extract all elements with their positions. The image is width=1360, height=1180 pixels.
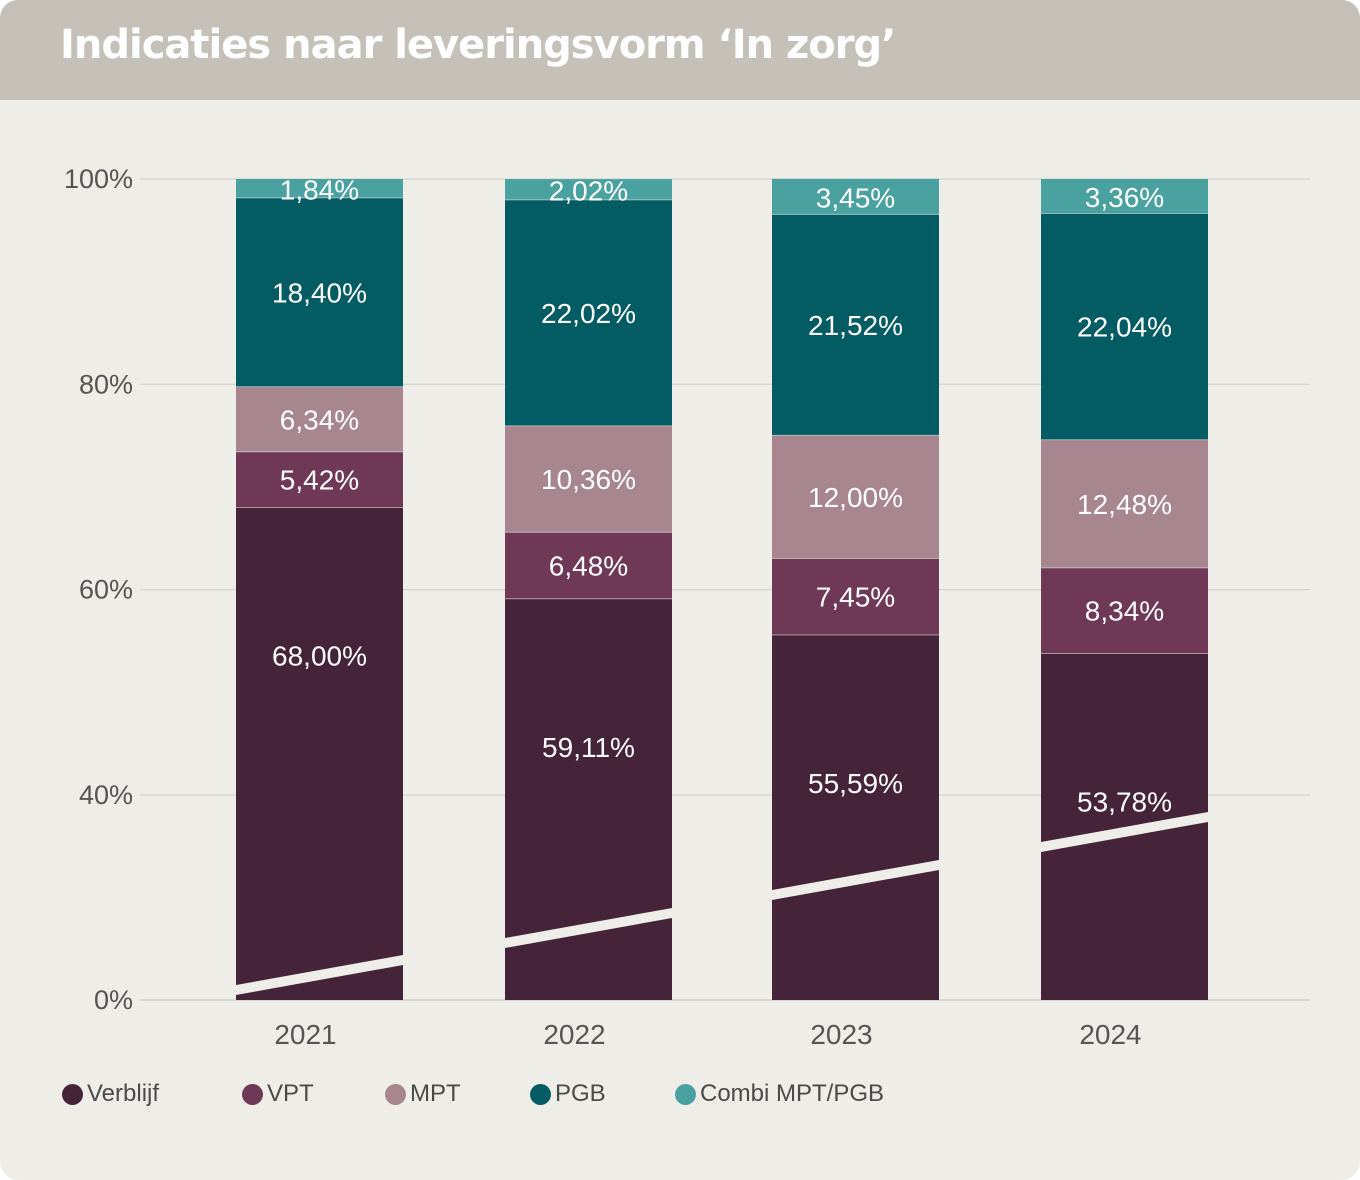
bar-segment	[772, 558, 939, 635]
y-tick-label: 0%	[94, 985, 133, 1015]
bar-segment	[1041, 213, 1208, 440]
data-label: 6,48%	[549, 551, 628, 582]
data-label: 55,59%	[808, 768, 903, 799]
data-label: 2,02%	[549, 175, 628, 206]
legend-swatch	[385, 1083, 406, 1105]
axis-break-stripe	[1041, 812, 1208, 852]
bar-segment	[236, 197, 403, 387]
y-tick-label: 40%	[79, 780, 133, 810]
bar-segment	[505, 179, 672, 200]
axis-break-stripe	[505, 908, 672, 948]
y-tick-label: 80%	[79, 369, 133, 399]
legend-swatch	[242, 1083, 263, 1105]
legend-label: Verblijf	[87, 1080, 160, 1107]
data-label: 10,36%	[541, 464, 636, 495]
data-label: 53,78%	[1077, 787, 1172, 818]
legend-item: VPT	[242, 1079, 314, 1109]
bar-segment	[1041, 653, 1208, 1000]
x-tick-label: 2021	[274, 1019, 336, 1050]
legend-item: Verblijf	[62, 1079, 159, 1109]
legend-swatch	[530, 1083, 551, 1105]
legend-swatch	[62, 1083, 83, 1105]
bar-segment	[772, 178, 939, 215]
legend-label: VPT	[267, 1080, 314, 1107]
data-label: 68,00%	[272, 641, 367, 672]
chart-title: Indicaties naar leveringsvorm ‘In zorg’	[60, 22, 896, 68]
data-label: 6,34%	[280, 404, 359, 435]
legend-label: MPT	[410, 1080, 461, 1107]
data-label: 12,00%	[808, 482, 903, 513]
legend-item: MPT	[385, 1079, 461, 1109]
bar-segment	[772, 634, 939, 1000]
data-label: 21,52%	[808, 310, 903, 341]
bar-segment	[236, 451, 403, 508]
bar-segment	[505, 425, 672, 533]
data-label: 5,42%	[280, 465, 359, 496]
data-label: 3,36%	[1085, 182, 1164, 213]
data-label: 1,84%	[280, 174, 359, 205]
y-tick-label: 60%	[79, 575, 133, 605]
bar-segment	[236, 386, 403, 452]
data-label: 59,11%	[542, 732, 635, 763]
y-tick-label: 100%	[64, 164, 133, 194]
bar-segment	[772, 214, 939, 436]
bar-segment	[1041, 567, 1208, 654]
title-bar: Indicaties naar leveringsvorm ‘In zorg’	[0, 0, 1360, 100]
data-label: 18,40%	[272, 277, 367, 308]
legend-label: Combi MPT/PGB	[700, 1080, 885, 1107]
legend-item: PGB	[530, 1079, 606, 1109]
bar-segment	[505, 199, 672, 426]
data-label: 22,04%	[1077, 312, 1172, 343]
bar-segment	[772, 435, 939, 559]
legend: Verblijf VPT MPT PGB Combi MPT/PGB	[62, 1079, 1302, 1109]
x-tick-label: 2023	[810, 1019, 872, 1050]
bar-segment	[1041, 439, 1208, 568]
data-label: 22,02%	[541, 298, 636, 329]
legend-label: PGB	[555, 1080, 606, 1107]
x-tick-label: 2022	[543, 1019, 605, 1050]
data-label: 8,34%	[1085, 596, 1164, 627]
bar-segment	[236, 179, 403, 198]
data-label: 7,45%	[816, 582, 895, 613]
x-tick-label: 2024	[1079, 1019, 1141, 1050]
bar-segment	[1041, 179, 1208, 214]
data-label: 3,45%	[816, 183, 895, 214]
bar-segment	[236, 507, 403, 1000]
axis-break-stripe	[772, 860, 939, 900]
bar-segment	[505, 532, 672, 599]
axis-break-stripe	[236, 955, 403, 995]
legend-item: Combi MPT/PGB	[675, 1079, 884, 1109]
legend-swatch	[675, 1083, 696, 1105]
data-label: 12,48%	[1077, 489, 1172, 520]
